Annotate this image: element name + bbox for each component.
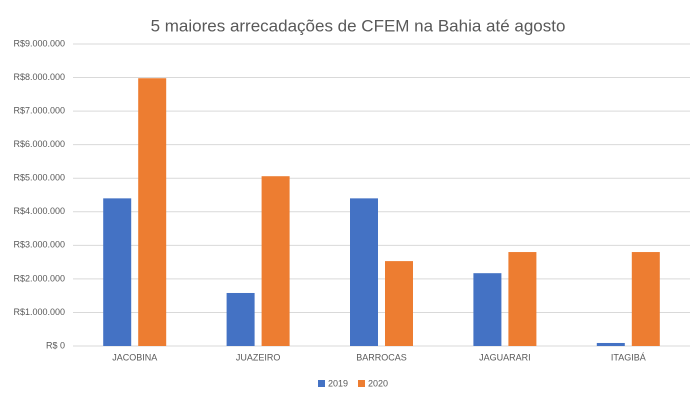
x-tick-label: BARROCAS (356, 352, 407, 362)
x-tick-label: JUAZEIRO (236, 352, 281, 362)
bar (350, 198, 378, 346)
bar (138, 78, 167, 346)
y-tick-label: R$7.000.000 (13, 105, 65, 115)
bar (473, 273, 502, 346)
y-tick-label: R$3.000.000 (13, 240, 65, 250)
y-tick-label: R$8.000.000 (13, 72, 65, 82)
legend-label: 2019 (328, 378, 348, 388)
bar (508, 252, 537, 346)
bar (631, 252, 660, 346)
y-tick-label: R$ 0 (46, 340, 65, 350)
y-tick-label: R$9.000.000 (13, 38, 65, 48)
y-tick-label: R$6.000.000 (13, 139, 65, 149)
bar (385, 261, 413, 346)
y-tick-label: R$1.000.000 (13, 307, 65, 317)
bar (226, 292, 255, 346)
y-tick-label: R$2.000.000 (13, 273, 65, 283)
x-tick-label: ITAGIBÁ (611, 352, 646, 362)
legend-swatch (358, 380, 365, 387)
legend-swatch (318, 380, 325, 387)
x-tick-label: JACOBINA (112, 352, 157, 362)
bar (261, 176, 290, 346)
y-tick-label: R$5.000.000 (13, 173, 65, 183)
x-tick-label: JAGUARARI (479, 352, 531, 362)
chart-title: 5 maiores arrecadações de CFEM na Bahia … (151, 16, 566, 35)
bar (103, 198, 132, 346)
y-tick-label: R$4.000.000 (13, 206, 65, 216)
bar (596, 342, 625, 346)
legend-label: 2020 (368, 378, 388, 388)
